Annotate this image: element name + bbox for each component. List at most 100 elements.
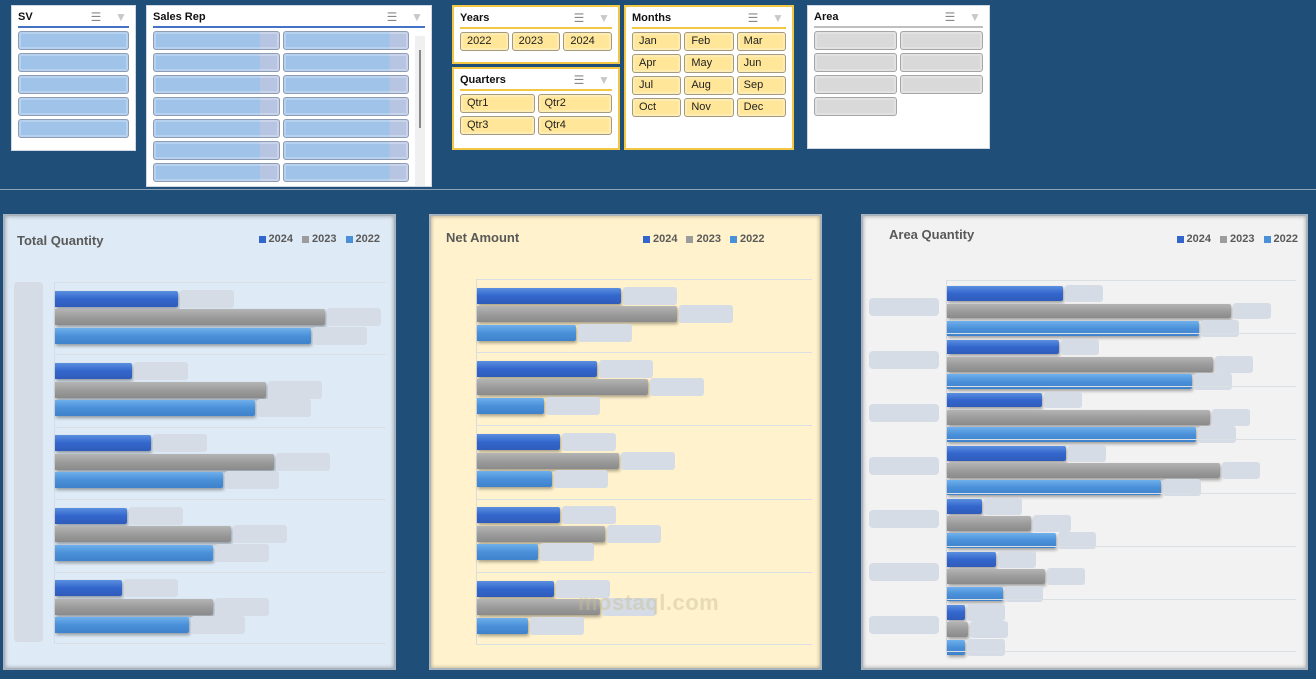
slicer-item[interactable]: May [684, 54, 734, 73]
multi-select-icon[interactable]: ☰ [573, 11, 585, 25]
bar-2024[interactable] [55, 290, 178, 307]
clear-filter-icon[interactable]: ▼ [598, 11, 610, 25]
slicer-item[interactable] [282, 119, 409, 138]
bar-2023[interactable] [55, 453, 274, 470]
slicer-item[interactable] [900, 53, 983, 72]
slicer-item[interactable]: Qtr2 [537, 94, 612, 113]
bar-2024[interactable] [55, 580, 122, 597]
slicer-item[interactable] [900, 75, 983, 94]
slicer-item[interactable]: 2023 [511, 32, 561, 51]
slicer-item[interactable] [282, 31, 409, 50]
slicer-item[interactable] [282, 163, 409, 182]
bar-2024[interactable] [477, 580, 555, 597]
slicer-item[interactable]: Qtr3 [460, 116, 535, 135]
bar-2024[interactable] [947, 445, 1066, 461]
clear-filter-icon[interactable]: ▼ [772, 11, 784, 25]
bar-2024[interactable] [55, 363, 133, 380]
slicer-item[interactable]: Jan [632, 32, 682, 51]
bar-2023[interactable] [947, 409, 1210, 425]
bar-2022[interactable] [55, 544, 213, 561]
slicer-item[interactable] [18, 53, 129, 72]
bar-2023[interactable] [947, 569, 1045, 585]
clear-filter-icon[interactable]: ▼ [598, 73, 610, 87]
bar-2023[interactable] [477, 599, 600, 616]
bar-2022[interactable] [947, 480, 1161, 496]
slicer-item[interactable] [153, 163, 280, 182]
slicer-item[interactable]: Feb [684, 32, 734, 51]
slicer-item[interactable] [282, 53, 409, 72]
bar-2024[interactable] [947, 498, 982, 514]
slicer-scrollbar[interactable] [415, 36, 425, 186]
bar-2022[interactable] [477, 471, 552, 488]
bar-2022[interactable] [55, 472, 224, 489]
bar-2022[interactable] [55, 327, 312, 344]
multi-select-icon[interactable]: ☰ [573, 73, 585, 87]
legend-item-2024[interactable]: 2024 [258, 233, 293, 245]
bar-2024[interactable] [55, 435, 152, 452]
bar-2022[interactable] [947, 320, 1199, 336]
slicer-item[interactable] [282, 97, 409, 116]
clear-filter-icon[interactable]: ▼ [115, 10, 127, 24]
slicer-item[interactable] [282, 141, 409, 160]
slicer-item[interactable] [814, 97, 897, 116]
bar-2022[interactable] [947, 533, 1056, 549]
bar-2023[interactable] [477, 452, 619, 469]
slicer-item[interactable] [814, 75, 897, 94]
bar-2024[interactable] [947, 339, 1059, 355]
multi-select-icon[interactable]: ☰ [386, 10, 398, 24]
chart-total-quantity[interactable]: Total Quantity 2024 2023 2022 [3, 214, 396, 670]
slicer-item[interactable] [153, 119, 280, 138]
bar-2024[interactable] [477, 434, 560, 451]
bar-2023[interactable] [477, 306, 678, 323]
slicer-item[interactable] [18, 75, 129, 94]
slicer-item[interactable] [282, 75, 409, 94]
slicer-item[interactable]: Qtr4 [537, 116, 612, 135]
bar-2022[interactable] [55, 400, 256, 417]
bar-2024[interactable] [55, 507, 128, 524]
bar-2022[interactable] [947, 639, 965, 655]
scrollbar-thumb[interactable] [419, 50, 421, 128]
bar-2023[interactable] [477, 379, 648, 396]
bar-2022[interactable] [947, 427, 1196, 442]
slicer-item[interactable]: 2024 [563, 32, 612, 51]
clear-filter-icon[interactable]: ▼ [969, 10, 981, 24]
bar-2023[interactable] [947, 356, 1213, 372]
bar-2024[interactable] [947, 552, 996, 567]
bar-2024[interactable] [477, 507, 560, 524]
slicer-item[interactable]: Jun [736, 54, 786, 73]
bar-2023[interactable] [947, 622, 968, 638]
multi-select-icon[interactable]: ☰ [90, 10, 102, 24]
legend-item-2022[interactable]: 2022 [345, 233, 380, 245]
slicer-item[interactable]: Oct [632, 98, 682, 117]
slicer-item[interactable]: Jul [632, 76, 682, 95]
bar-2023[interactable] [55, 598, 213, 615]
bar-2023[interactable] [947, 303, 1231, 319]
slicer-item[interactable] [814, 31, 897, 50]
slicer-item[interactable] [18, 97, 129, 116]
bar-2024[interactable] [947, 605, 965, 620]
slicer-item[interactable]: Mar [736, 32, 786, 51]
slicer-item[interactable] [153, 75, 280, 94]
bar-2022[interactable] [477, 324, 576, 341]
slicer-item[interactable]: Nov [684, 98, 734, 117]
slicer-item[interactable] [153, 97, 280, 116]
chart-net-amount[interactable]: Net Amount 2024 2023 2022 [429, 214, 822, 670]
slicer-item[interactable] [18, 31, 129, 50]
slicer-item[interactable] [18, 119, 129, 138]
slicer-item[interactable] [814, 53, 897, 72]
legend-item-2022[interactable]: 2022 [1263, 233, 1298, 245]
slicer-item[interactable]: Qtr1 [460, 94, 535, 113]
bar-2022[interactable] [55, 617, 189, 634]
multi-select-icon[interactable]: ☰ [747, 11, 759, 25]
bar-2022[interactable] [947, 586, 1003, 602]
legend-item-2023[interactable]: 2023 [686, 233, 721, 245]
bar-2023[interactable] [947, 463, 1220, 478]
bar-2024[interactable] [477, 287, 622, 304]
legend-item-2022[interactable]: 2022 [729, 233, 764, 245]
bar-2022[interactable] [947, 374, 1192, 389]
slicer-item[interactable] [153, 141, 280, 160]
clear-filter-icon[interactable]: ▼ [411, 10, 423, 24]
bar-2023[interactable] [477, 525, 606, 542]
slicer-item[interactable] [153, 31, 280, 50]
slicer-item[interactable]: Dec [736, 98, 786, 117]
